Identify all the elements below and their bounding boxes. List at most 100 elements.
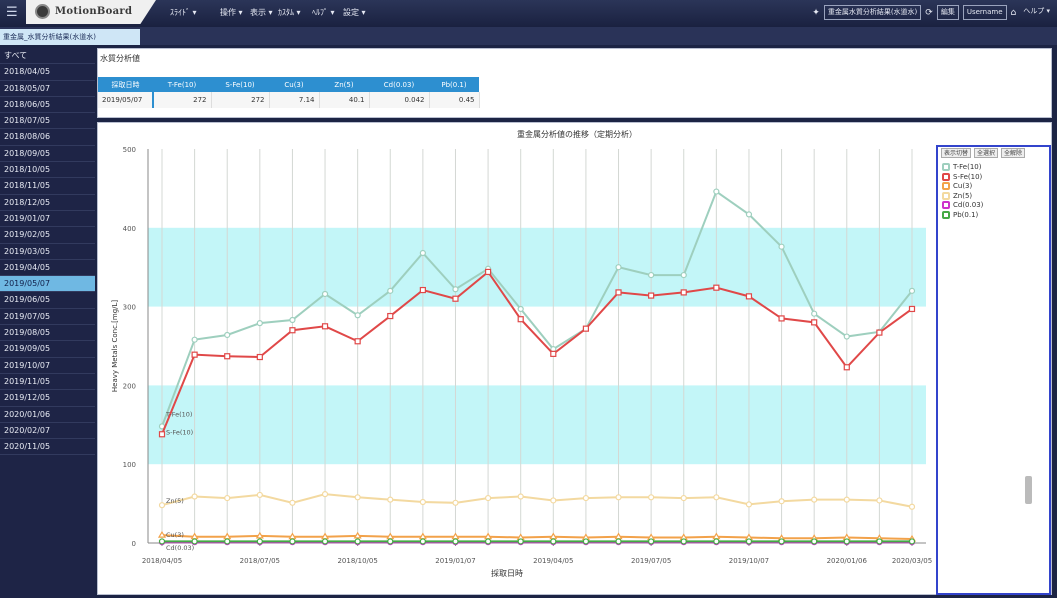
x-tick-label: 2018/04/05: [142, 557, 182, 565]
menu-help[interactable]: ﾍﾙﾌﾟ ▾: [312, 8, 335, 17]
series-inline-label: Zn(5): [166, 497, 184, 505]
data-point: [582, 494, 590, 502]
data-point: [224, 494, 231, 502]
sidebar-item[interactable]: 2019/10/07: [0, 358, 95, 374]
legend-clear-all-button[interactable]: 全解除: [1001, 148, 1026, 158]
data-point: [517, 305, 524, 313]
data-point: [289, 499, 296, 506]
y-tick-label: 200: [123, 382, 136, 390]
legend-label: S-Fe(10): [953, 172, 983, 181]
legend-item[interactable]: Cu(3): [942, 182, 972, 190]
user-button[interactable]: Username: [962, 5, 1007, 20]
legend-item[interactable]: S-Fe(10): [942, 172, 983, 181]
data-point: [648, 494, 655, 501]
column-header[interactable]: Zn(5): [319, 77, 369, 92]
help-menu[interactable]: ヘルプ ▾: [1023, 7, 1050, 15]
data-point: [745, 293, 753, 300]
data-point: [191, 336, 198, 343]
series-inline-label: S-Fe(10): [166, 428, 193, 436]
series-line: [161, 534, 913, 541]
legend-item[interactable]: Zn(5): [942, 191, 972, 200]
sidebar-item[interactable]: 2018/05/07: [0, 81, 95, 97]
column-header[interactable]: S-Fe(10): [211, 77, 269, 92]
sidebar-item[interactable]: 2019/02/05: [0, 227, 95, 244]
data-point: [419, 249, 426, 257]
data-point: [615, 264, 622, 271]
sidebar-item[interactable]: 2019/06/05: [0, 292, 95, 309]
sidebar-item[interactable]: 2019/11/05: [0, 374, 95, 391]
data-point: [550, 497, 557, 504]
data-point: [713, 494, 720, 501]
line-chart[interactable]: 0 100 200 300 400 500 2018/04/05 2018/07/05 2018…: [98, 123, 934, 595]
table-row[interactable]: 2019/05/07 272 272 7.14 40.1 0.042 0.45: [98, 92, 480, 108]
sidebar-item[interactable]: 2019/08/05: [0, 325, 95, 342]
data-point: [321, 491, 329, 498]
table-cell: 7.14: [269, 92, 320, 108]
legend-toggle-button[interactable]: 表示切替: [941, 148, 972, 158]
sidebar-item[interactable]: 2018/11/05: [0, 178, 95, 195]
sidebar-item[interactable]: 2019/04/05: [0, 260, 95, 277]
column-header[interactable]: T-Fe(10): [153, 77, 211, 92]
sidebar-item[interactable]: 2018/06/05: [0, 97, 95, 114]
sidebar-item[interactable]: 2019/01/07: [0, 211, 95, 228]
data-point: [648, 538, 655, 545]
pin-icon[interactable]: ✦: [812, 7, 820, 18]
data-point: [484, 494, 492, 502]
sidebar-item[interactable]: 2018/10/05: [0, 162, 95, 179]
column-header[interactable]: 採取日時: [98, 77, 153, 92]
data-point: [387, 496, 394, 503]
legend-item[interactable]: Cd(0.03): [942, 201, 983, 209]
legend-label: Cd(0.03): [953, 201, 984, 209]
data-point: [614, 532, 623, 540]
sidebar-item[interactable]: 2018/09/05: [0, 146, 95, 163]
data-point: [680, 494, 687, 502]
sidebar-item[interactable]: 2018/04/05: [0, 64, 95, 81]
legend-swatch-icon: [942, 210, 950, 219]
sidebar-item[interactable]: 2020/02/07: [0, 423, 95, 440]
data-point: [680, 271, 687, 279]
board-tab[interactable]: 重金属_水質分析結果(水道水): [0, 29, 140, 45]
menu-slide[interactable]: ｽﾗｲﾄﾞ ▾: [170, 8, 197, 17]
sidebar-item[interactable]: 2019/05/07: [0, 276, 95, 293]
legend-collapse-handle[interactable]: [1025, 476, 1032, 504]
data-point: [387, 312, 394, 320]
sidebar-item[interactable]: 2020/01/06: [0, 407, 95, 423]
data-point: [452, 499, 459, 506]
column-header[interactable]: Cu(3): [269, 77, 319, 92]
series-line: [161, 190, 913, 427]
data-point: [354, 538, 361, 545]
legend-select-all-button[interactable]: 全選択: [974, 148, 999, 158]
legend-item[interactable]: Pb(0.1): [942, 210, 978, 219]
hamburger-menu-icon[interactable]: ☰: [6, 5, 18, 20]
table-cell: 272: [211, 92, 270, 108]
sidebar-item[interactable]: すべて: [0, 48, 95, 65]
menu-custom[interactable]: ｶｽﾀﾑ ▾: [278, 8, 301, 17]
board-select[interactable]: 重金属水質分析結果(水道水): [823, 5, 922, 20]
edit-button[interactable]: 編集: [936, 5, 959, 20]
data-point: [224, 538, 231, 545]
data-point: [452, 295, 459, 302]
legend-item[interactable]: T-Fe(10): [942, 163, 981, 171]
sidebar-item[interactable]: 2018/07/05: [0, 113, 95, 130]
data-point: [354, 312, 361, 319]
menu-view[interactable]: 表示 ▾: [250, 8, 273, 17]
data-point: [158, 538, 166, 545]
column-header[interactable]: Cd(0.03): [369, 77, 429, 92]
menu-settings[interactable]: 設定 ▾: [343, 8, 366, 17]
x-tick-label: 2019/04/05: [533, 557, 573, 565]
home-icon[interactable]: ⌂: [1010, 7, 1017, 18]
sidebar-item[interactable]: 2019/12/05: [0, 390, 95, 407]
sidebar-item[interactable]: 2019/03/05: [0, 244, 95, 260]
sidebar-item[interactable]: 2019/09/05: [0, 341, 95, 358]
refresh-icon[interactable]: ⟳: [925, 7, 933, 18]
sidebar-item[interactable]: 2019/07/05: [0, 309, 95, 326]
legend-swatch-icon: [942, 172, 950, 181]
sidebar-item[interactable]: 2018/12/05: [0, 195, 95, 211]
data-point: [811, 496, 818, 503]
data-point: [158, 431, 166, 438]
menu-operation[interactable]: 操作 ▾: [220, 8, 243, 17]
sidebar-item[interactable]: 2020/11/05: [0, 439, 95, 456]
column-header[interactable]: Pb(0.1): [429, 77, 479, 92]
sidebar-item[interactable]: 2018/08/06: [0, 129, 95, 146]
table-cell: 272: [153, 92, 212, 108]
